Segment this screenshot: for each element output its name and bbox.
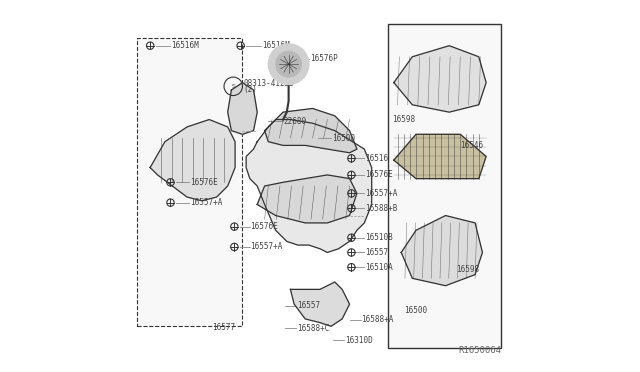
Polygon shape — [246, 119, 372, 253]
Text: 16557+A: 16557+A — [365, 189, 397, 198]
Text: 16510A: 16510A — [365, 263, 393, 272]
Text: 16598: 16598 — [456, 264, 480, 273]
Text: (2): (2) — [244, 85, 257, 94]
Text: 16576P: 16576P — [310, 54, 337, 63]
Polygon shape — [291, 282, 349, 326]
Text: 08313-41225: 08313-41225 — [244, 79, 294, 88]
Text: R1650064: R1650064 — [458, 346, 501, 355]
Text: 16598: 16598 — [392, 115, 415, 124]
Polygon shape — [257, 175, 357, 223]
Text: 16516M: 16516M — [172, 41, 199, 50]
Text: 16557: 16557 — [365, 248, 388, 257]
Text: 16557+A: 16557+A — [251, 243, 283, 251]
Text: 16576E: 16576E — [365, 170, 393, 179]
Text: 16576E: 16576E — [251, 222, 278, 231]
Text: 16516M: 16516M — [262, 41, 289, 50]
Text: S: S — [231, 84, 235, 89]
Text: 16588+C: 16588+C — [297, 324, 329, 333]
Text: 16500: 16500 — [404, 306, 428, 315]
Polygon shape — [228, 83, 257, 134]
Text: 16310D: 16310D — [345, 336, 372, 345]
Polygon shape — [394, 46, 486, 112]
FancyBboxPatch shape — [388, 23, 501, 349]
FancyBboxPatch shape — [137, 38, 243, 326]
Polygon shape — [401, 215, 483, 286]
Text: 16557: 16557 — [297, 301, 320, 311]
Text: 22680: 22680 — [284, 117, 307, 126]
Text: 16516: 16516 — [365, 154, 388, 163]
Text: 16546: 16546 — [460, 141, 483, 150]
Text: 16588+B: 16588+B — [365, 203, 397, 213]
Polygon shape — [264, 109, 357, 153]
Text: 16576E: 16576E — [189, 178, 218, 187]
Text: 16500: 16500 — [332, 134, 355, 142]
Text: 16557+A: 16557+A — [189, 198, 222, 207]
Circle shape — [268, 44, 309, 84]
Polygon shape — [150, 119, 235, 201]
Text: 16588+A: 16588+A — [362, 315, 394, 324]
Text: 16510B: 16510B — [365, 233, 393, 242]
Circle shape — [276, 51, 301, 77]
Polygon shape — [394, 134, 486, 179]
Text: 16577: 16577 — [212, 323, 236, 331]
